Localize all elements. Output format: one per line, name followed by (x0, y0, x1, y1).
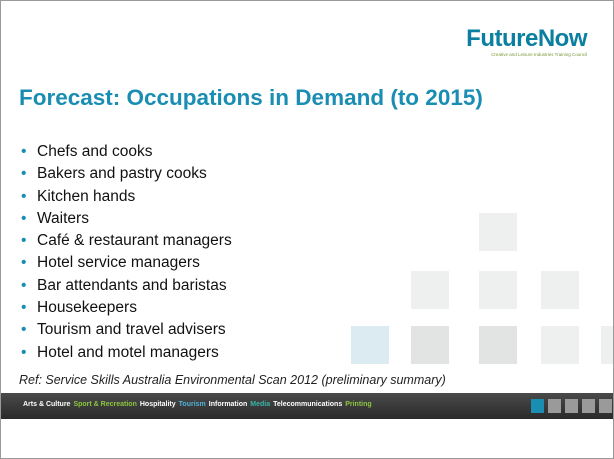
bullet: Hotel and motel managers (21, 342, 232, 364)
bullet: Kitchen hands (21, 186, 232, 208)
bullet: Bakers and pastry cooks (21, 163, 232, 185)
bullet: Hotel service managers (21, 252, 232, 274)
decor (541, 271, 579, 309)
bullet: Housekeepers (21, 297, 232, 319)
bullet: Tourism and travel advisers (21, 319, 232, 341)
reference: Ref: Service Skills Australia Environmen… (19, 373, 446, 387)
decor (479, 326, 517, 364)
footer-item: Media (250, 401, 271, 408)
logo: FutureNow Creative and Leisure Industrie… (466, 25, 587, 57)
footer-bar: Arts & Culture Sport & Recreation Hospital… (1, 393, 613, 419)
logo-name: FutureNow (466, 25, 587, 52)
bullet: Waiters (21, 208, 232, 230)
bullet: Chefs and cooks (21, 141, 232, 163)
bullet: Café & restaurant managers (21, 230, 232, 252)
footer-items: Arts & Culture Sport & Recreation Hospital… (23, 401, 375, 408)
footer-item: Sport & Recreation (73, 401, 137, 408)
decor (582, 399, 595, 413)
decor (601, 326, 613, 364)
decor (565, 399, 578, 413)
decor (479, 213, 517, 251)
decor (599, 399, 612, 413)
decor (548, 399, 561, 413)
footer-item: Information (208, 401, 248, 408)
bullet: Bar attendants and baristas (21, 275, 232, 297)
decor (479, 271, 517, 309)
decor (351, 326, 389, 364)
footer-item: Arts & Culture (23, 401, 71, 408)
decor (411, 271, 449, 309)
footer-item: Hospitality (139, 401, 176, 408)
bullet-list: Chefs and cooksBakers and pastry cooksKi… (21, 141, 232, 364)
decor (531, 399, 544, 413)
decor (541, 326, 579, 364)
footer-item: Tourism (178, 401, 206, 408)
slide-title: Forecast: Occupations in Demand (to 2015… (19, 85, 483, 110)
footer-item: Printing (345, 401, 372, 408)
footer-item: Telecommunications (273, 401, 343, 408)
logo-tagline: Creative and Leisure Industries Training… (491, 52, 587, 57)
decor (411, 326, 449, 364)
